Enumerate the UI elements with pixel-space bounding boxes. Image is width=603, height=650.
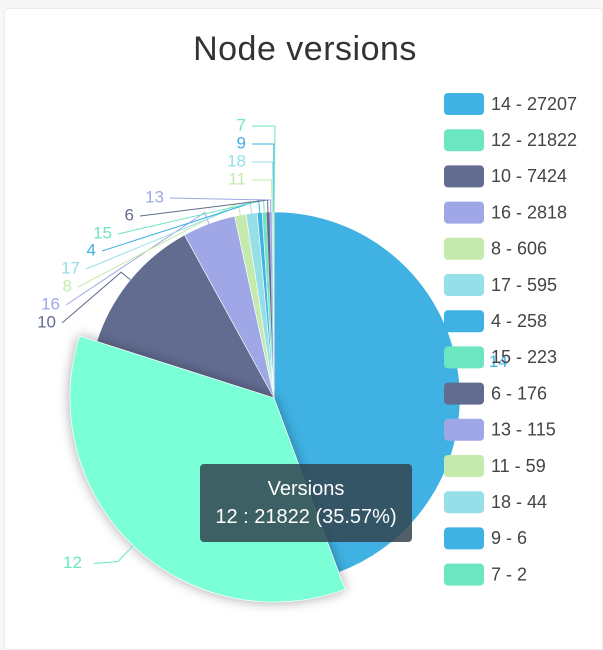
legend-swatch-7[interactable]: [444, 564, 484, 586]
slice-label-10: 10: [37, 312, 56, 331]
legend-label-7[interactable]: 7 - 2: [491, 564, 527, 584]
slice-label-12: 12: [63, 553, 82, 572]
label-line-12: [94, 546, 133, 564]
legend-label-8[interactable]: 8 - 606: [491, 239, 547, 259]
legend-swatch-10[interactable]: [444, 165, 484, 187]
tooltip-text: 12 : 21822 (35.57%): [200, 503, 412, 531]
tooltip: Versions 12 : 21822 (35.57%): [200, 464, 412, 542]
legend-swatch-16[interactable]: [444, 202, 484, 224]
legend-swatch-6[interactable]: [444, 383, 484, 405]
legend-swatch-18[interactable]: [444, 491, 484, 513]
slice-label-13: 13: [145, 187, 164, 206]
legend-swatch-15[interactable]: [444, 346, 484, 368]
legend-swatch-9[interactable]: [444, 527, 484, 549]
tooltip-title: Versions: [200, 475, 412, 503]
legend-label-16[interactable]: 16 - 2818: [491, 202, 567, 222]
legend-label-4[interactable]: 4 - 258: [491, 311, 547, 331]
slice-label-9: 9: [237, 133, 246, 152]
slice-label-11: 11: [228, 169, 246, 188]
slice-label-15: 15: [93, 223, 112, 242]
legend-label-11[interactable]: 11 - 59: [491, 456, 546, 476]
legend-swatch-4[interactable]: [444, 310, 484, 332]
slice-label-16: 16: [41, 294, 60, 313]
legend-label-13[interactable]: 13 - 115: [491, 420, 556, 440]
slice-label-17: 17: [61, 258, 80, 277]
slice-label-18: 18: [227, 151, 246, 170]
legend-label-14[interactable]: 14 - 27207: [491, 94, 577, 114]
legend-swatch-11[interactable]: [444, 455, 484, 477]
pie-slices: [70, 212, 460, 602]
legend-swatch-14[interactable]: [444, 93, 484, 115]
legend-label-9[interactable]: 9 - 6: [491, 528, 527, 548]
slice-label-4: 4: [87, 240, 96, 259]
legend-label-18[interactable]: 18 - 44: [491, 492, 547, 512]
slice-label-6: 6: [125, 205, 134, 224]
slice-label-7: 7: [237, 115, 246, 134]
legend-label-10[interactable]: 10 - 7424: [491, 166, 567, 186]
label-line-11: [252, 180, 272, 212]
slice-label-8: 8: [63, 276, 72, 295]
legend-label-15[interactable]: 15 - 223: [491, 347, 557, 367]
legend-swatch-12[interactable]: [444, 129, 484, 151]
legend-label-6[interactable]: 6 - 176: [491, 383, 547, 403]
legend-swatch-8[interactable]: [444, 238, 484, 260]
legend-swatch-13[interactable]: [444, 419, 484, 441]
legend-label-12[interactable]: 12 - 21822: [491, 130, 577, 150]
legend-swatch-17[interactable]: [444, 274, 484, 296]
legend-label-17[interactable]: 17 - 595: [491, 275, 557, 295]
legend: 14 - 27207 12 - 21822 10 - 7424 16 - 2818 8 …: [444, 93, 577, 586]
